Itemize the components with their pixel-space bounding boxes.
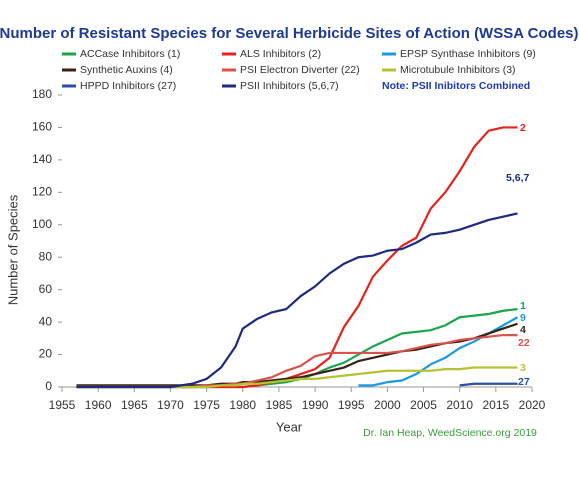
legend-text: HPPD Inhibitors (27): [80, 80, 176, 92]
y-tick-label: 80: [39, 249, 53, 263]
legend-text: EPSP Synthase Inhibitors (9): [400, 48, 536, 60]
y-axis-label: Number of Species: [5, 194, 20, 305]
x-tick-label: 1955: [49, 398, 76, 412]
legend-text: ALS Inhibitors (2): [240, 48, 321, 60]
x-axis-label: Year: [276, 419, 303, 434]
y-tick-label: 60: [39, 282, 53, 296]
end-label: 9: [520, 312, 526, 324]
x-tick-label: 2020: [519, 398, 546, 412]
y-tick-label: 40: [39, 314, 53, 328]
end-label: 27: [518, 376, 530, 388]
series-line: [76, 322, 518, 387]
series-line: [459, 382, 518, 387]
note: Note: PSII Inibitors Combined: [382, 80, 530, 92]
y-tick-label: 20: [39, 347, 53, 361]
x-tick-label: 1975: [193, 398, 220, 412]
legend-text: PSII Inhibitors (5,6,7): [240, 80, 339, 92]
x-tick-label: 1980: [229, 398, 256, 412]
series-line: [76, 366, 518, 389]
end-label: 5,6,7: [506, 172, 530, 184]
y-tick-label: 0: [45, 379, 52, 393]
y-tick-label: 160: [32, 120, 52, 134]
legend-text: ACCase Inhibitors (1): [80, 48, 180, 60]
y-tick-label: 180: [32, 87, 52, 101]
x-tick-label: 1965: [121, 398, 148, 412]
y-tick-label: 100: [32, 217, 52, 231]
legend-text: Microtubule Inhibitors (3): [400, 64, 516, 76]
x-tick-label: 2015: [482, 398, 509, 412]
x-tick-label: 2010: [446, 398, 473, 412]
y-tick-label: 140: [32, 152, 52, 166]
y-tick-label: 120: [32, 185, 52, 199]
legend-text: PSI Electron Diverter (22): [240, 64, 360, 76]
credit: Dr. Ian Heap, WeedScience.org 2019: [363, 427, 537, 439]
series-line: [76, 126, 518, 389]
legend-text: Synthetic Auxins (4): [80, 64, 173, 76]
x-tick-label: 1960: [85, 398, 112, 412]
end-label: 3: [520, 362, 526, 374]
end-label: 1: [520, 300, 526, 312]
x-tick-label: 1970: [157, 398, 184, 412]
x-tick-label: 1990: [302, 398, 329, 412]
end-label: 2: [520, 122, 526, 134]
x-tick-label: 1995: [338, 398, 365, 412]
end-label: 22: [518, 337, 530, 349]
chart-title: Number of Resistant Species for Several …: [0, 25, 579, 42]
end-label: 4: [520, 324, 526, 336]
x-tick-label: 1985: [266, 398, 293, 412]
series-line: [76, 212, 518, 389]
x-tick-label: 2000: [374, 398, 401, 412]
x-tick-label: 2005: [410, 398, 437, 412]
